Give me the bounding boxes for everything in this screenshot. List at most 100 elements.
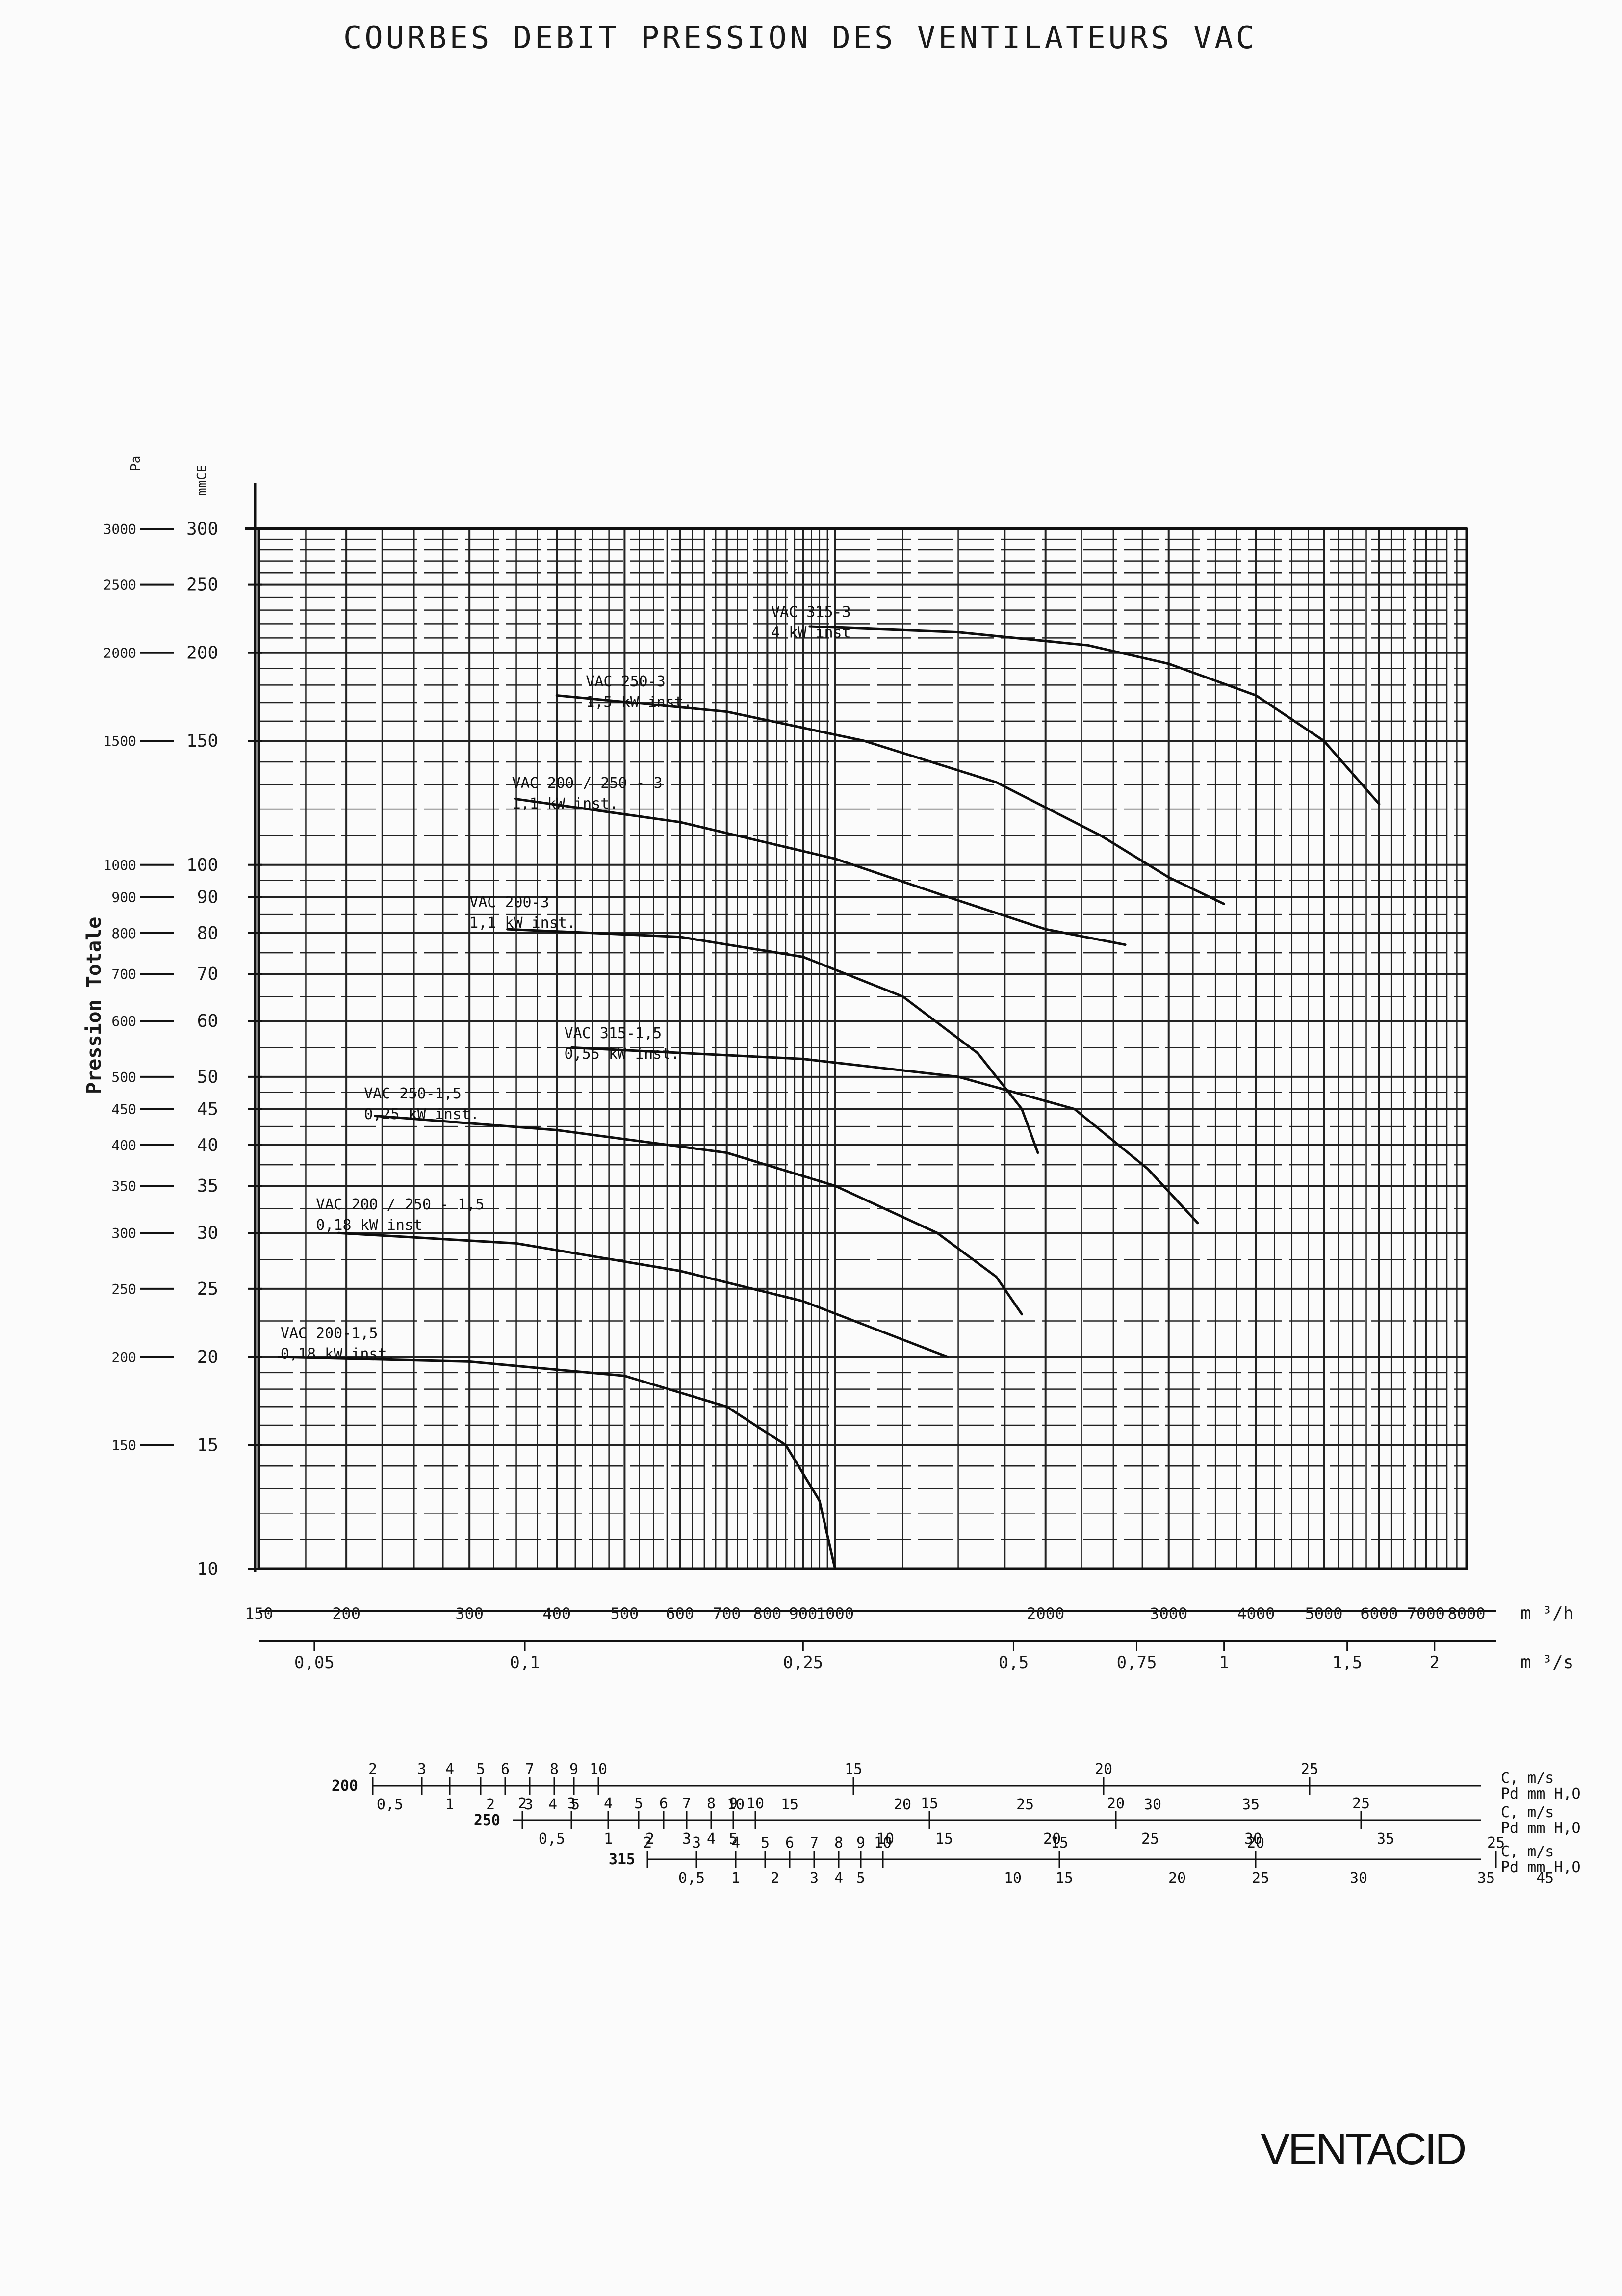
scale-pd-label: 30 — [1244, 1830, 1262, 1848]
scale-c-label: 15 — [845, 1761, 862, 1778]
scale-c-label: 20 — [1107, 1795, 1125, 1812]
scale-pd-label: 45 — [1536, 1870, 1554, 1887]
y-tick-label-pa: 500 — [111, 1069, 136, 1085]
series-power-6: 0,25 kW inst. — [364, 1106, 479, 1123]
scale-c-label: 9 — [729, 1795, 738, 1812]
y-tick-label-mmce: 80 — [197, 923, 218, 943]
scale-c-label: 3 — [692, 1834, 701, 1852]
scale-pd-label: 30 — [1350, 1870, 1367, 1887]
plot-frame — [257, 527, 1468, 1570]
scale-unit-pd: Pd mm H,O — [1501, 1820, 1581, 1837]
scale-unit-pd: Pd mm H,O — [1501, 1859, 1581, 1876]
y-tick-label-mmce: 90 — [197, 887, 218, 907]
scale-pd-label: 3 — [810, 1870, 819, 1887]
y-tick-label-pa: 350 — [111, 1178, 136, 1194]
series-label-4: VAC 200-3 — [469, 894, 549, 911]
scale-c-label: 15 — [1051, 1834, 1068, 1852]
scale-c-label: 3 — [417, 1761, 426, 1778]
x-tick-label-m3h: 5000 — [1305, 1604, 1342, 1623]
scale-pd-label: 4 — [834, 1870, 843, 1887]
scale-pd-label: 20 — [1043, 1830, 1061, 1848]
series-curve-1 — [808, 625, 1381, 806]
series-power-1: 4 kW inst — [771, 625, 851, 642]
series-label-2: VAC 250-3 — [586, 673, 666, 690]
scale-unit-c: C, m/s — [1501, 1804, 1554, 1821]
series-power-5: 0,55 kW inst. — [565, 1045, 680, 1063]
series-curve-6 — [374, 1115, 1023, 1316]
scale-c-label: 20 — [1095, 1761, 1112, 1778]
scale-c-label: 4 — [445, 1761, 454, 1778]
y-unit-mmce: mmCE — [195, 465, 209, 496]
x-tick-label-m3h: 4000 — [1237, 1604, 1275, 1623]
scale-c-label: 6 — [659, 1795, 668, 1812]
scale-pd-label: 20 — [1168, 1870, 1186, 1887]
y-tick-label-pa: 1000 — [103, 857, 136, 873]
scale-c-label: 15 — [921, 1795, 938, 1812]
scale-c-label: 6 — [785, 1834, 794, 1852]
y-tick-label-pa: 900 — [111, 889, 136, 905]
scale-c-label: 25 — [1487, 1834, 1505, 1852]
series-power-8: 0,18 kW inst. — [281, 1346, 396, 1363]
scale-c-label: 2 — [643, 1834, 652, 1852]
y-tick-label-pa: 700 — [111, 966, 136, 982]
series-curve-2 — [555, 694, 1226, 905]
series-label-5: VAC 315-1,5 — [565, 1025, 662, 1042]
scale-c-label: 5 — [476, 1761, 485, 1778]
series-curve-3 — [515, 798, 1127, 946]
scale-pd-label: 35 — [1477, 1870, 1495, 1887]
x-tick-label-m3h: 150 — [245, 1604, 273, 1623]
y-tick-label-mmce: 300 — [186, 519, 218, 539]
series-power-7: 0,18 kW inst — [316, 1217, 422, 1234]
scale-unit-c: C, m/s — [1501, 1770, 1554, 1787]
scale-c-label: 20 — [1247, 1834, 1264, 1852]
scale-c-label: 9 — [569, 1761, 578, 1778]
y-tick-label-pa: 400 — [111, 1137, 136, 1153]
scale-c-label: 25 — [1352, 1795, 1370, 1812]
y-tick-label-mmce: 40 — [197, 1135, 218, 1155]
x-unit-m3s: m ³/s — [1520, 1652, 1573, 1672]
scale-c-label: 5 — [634, 1795, 643, 1812]
y-tick-label-pa: 200 — [111, 1349, 136, 1365]
scale-pd-label: 10 — [1004, 1870, 1022, 1887]
scale-size-label: 250 — [474, 1812, 500, 1829]
x-tick-label-m3s: 1 — [1219, 1653, 1229, 1672]
scale-pd-label: 0,5 — [377, 1796, 403, 1813]
y-tick-label-mmce: 30 — [197, 1223, 218, 1243]
series-curve-5 — [570, 1046, 1199, 1225]
scale-pd-label: 4 — [548, 1796, 557, 1813]
scale-pd-label: 1 — [445, 1796, 454, 1813]
x-tick-label-m3h: 7000 — [1407, 1604, 1445, 1623]
scale-pd-label: 5 — [571, 1796, 580, 1813]
scale-c-label: 6 — [501, 1761, 510, 1778]
y-axis-title: Pression Totale — [83, 917, 105, 1094]
y-tick-label-mmce: 35 — [197, 1176, 218, 1196]
scale-pd-label: 15 — [781, 1796, 798, 1813]
x-tick-label-m3s: 0,1 — [510, 1653, 540, 1672]
x-tick-label-m3s: 0,25 — [783, 1653, 823, 1672]
x-tick-label-m3s: 2 — [1430, 1653, 1440, 1672]
y-tick-label-mmce: 50 — [197, 1067, 218, 1087]
x-tick-label-m3h: 3000 — [1150, 1604, 1187, 1623]
scale-c-label: 10 — [590, 1761, 607, 1778]
scale-c-label: 25 — [1301, 1761, 1318, 1778]
scale-c-label: 10 — [874, 1834, 892, 1852]
y-tick-label-mmce: 100 — [186, 855, 218, 875]
y-tick-label-mmce: 10 — [197, 1559, 218, 1579]
y-tick-label-mmce: 70 — [197, 964, 218, 984]
y-tick-label-pa: 800 — [111, 925, 136, 941]
y-tick-label-pa: 3000 — [103, 521, 136, 537]
scale-pd-label: 25 — [1141, 1830, 1159, 1848]
x-tick-label-m3s: 0,75 — [1117, 1653, 1157, 1672]
y-tick-label-pa: 2500 — [103, 577, 136, 593]
series-curve-8 — [277, 1356, 837, 1570]
scale-c-label: 4 — [604, 1795, 613, 1812]
y-tick-label-pa: 150 — [111, 1437, 136, 1453]
series-curve-7 — [337, 1231, 950, 1358]
x-unit-m3h: m ³/h — [1520, 1603, 1573, 1623]
x-tick-label-m3h: 8000 — [1447, 1604, 1485, 1623]
x-tick-label-m3h: 200 — [332, 1604, 360, 1623]
x-tick-label-m3h: 2000 — [1027, 1604, 1064, 1623]
scale-pd-label: 5 — [856, 1870, 865, 1887]
series-curve-4 — [506, 928, 1039, 1154]
